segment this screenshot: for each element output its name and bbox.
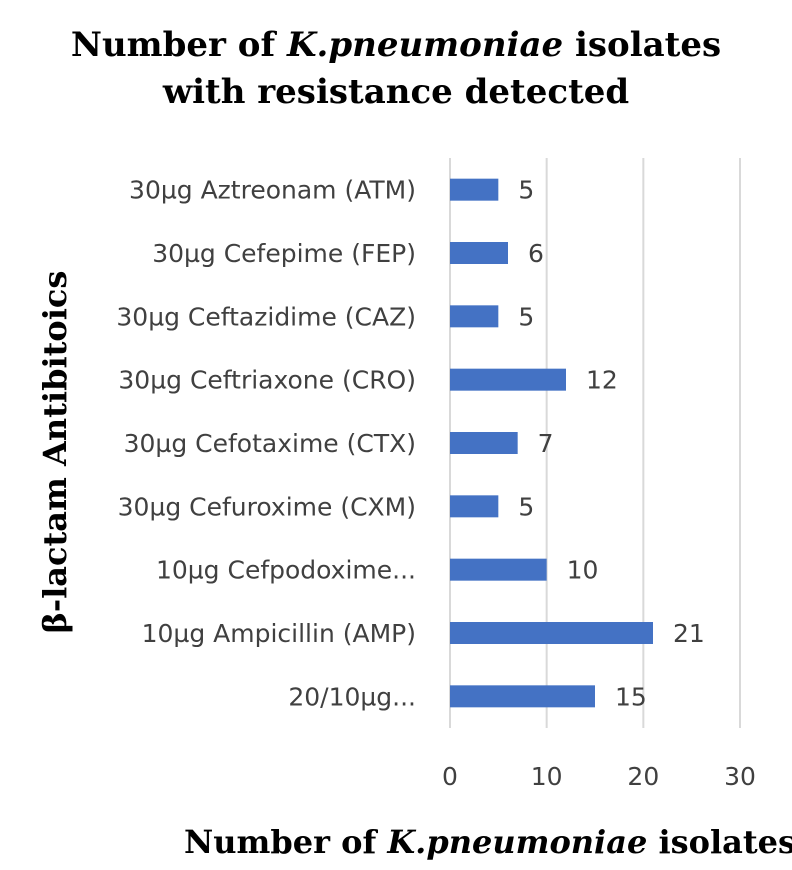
chart-title-line-1: Number of K.pneumoniae isolates (71, 25, 721, 65)
category-label: 30µg Cefuroxime (CXM) (118, 492, 416, 521)
bar (450, 432, 518, 454)
y-axis-title: β-lactam Antibitoics (36, 271, 74, 634)
category-label: 20/10µg... (288, 682, 416, 711)
bar (450, 558, 547, 581)
bar-data-label: 5 (518, 176, 534, 205)
bar-data-label: 7 (538, 429, 554, 458)
x-tick-label: 10 (531, 762, 563, 791)
x-axis-title-italic: K.pneumoniae (386, 823, 647, 861)
bar-data-label: 12 (586, 366, 618, 395)
x-axis-title-suffix: isolates (647, 823, 792, 861)
category-label: 30µg Cefotaxime (CTX) (124, 429, 416, 458)
category-label: 30µg Ceftriaxone (CRO) (118, 366, 416, 395)
x-tick-label: 0 (442, 762, 458, 791)
chart-title-suffix: isolates (563, 25, 721, 65)
category-label: 30µg Aztreonam (ATM) (129, 176, 416, 205)
chart-title-line-2: with resistance detected (162, 72, 629, 112)
bar (450, 622, 653, 644)
bar (450, 685, 595, 708)
bar-data-label: 5 (518, 302, 534, 331)
chart-title-prefix: Number of (71, 25, 287, 65)
bar-data-label: 15 (615, 682, 647, 711)
bar-data-label: 10 (567, 556, 599, 585)
category-label: 30µg Ceftazidime (CAZ) (116, 302, 416, 331)
bar (450, 495, 499, 518)
bar-data-label: 6 (528, 239, 544, 268)
bar-data-label: 21 (673, 619, 705, 648)
x-axis-title: Number of K.pneumoniae isolates (184, 823, 792, 861)
bar (450, 178, 499, 201)
category-labels: 30µg Aztreonam (ATM) 30µg Cefepime (FEP) 3… (116, 176, 416, 712)
category-label: 30µg Cefepime (FEP) (152, 239, 416, 268)
x-axis-title-prefix: Number of (184, 823, 387, 861)
bar (450, 305, 499, 328)
bar (450, 368, 566, 391)
category-label: 10µg Cefpodoxime... (156, 556, 416, 585)
x-tick-labels: 0 10 20 30 (442, 762, 756, 791)
x-tick-label: 20 (627, 762, 659, 791)
x-tick-label: 30 (724, 762, 756, 791)
bar-data-label: 5 (518, 492, 534, 521)
category-label: 10µg Ampicillin (AMP) (142, 619, 416, 648)
chart-title-italic: K.pneumoniae (286, 25, 563, 65)
bars: 5 6 5 12 7 5 10 21 15 (450, 176, 705, 711)
bar (450, 242, 508, 264)
